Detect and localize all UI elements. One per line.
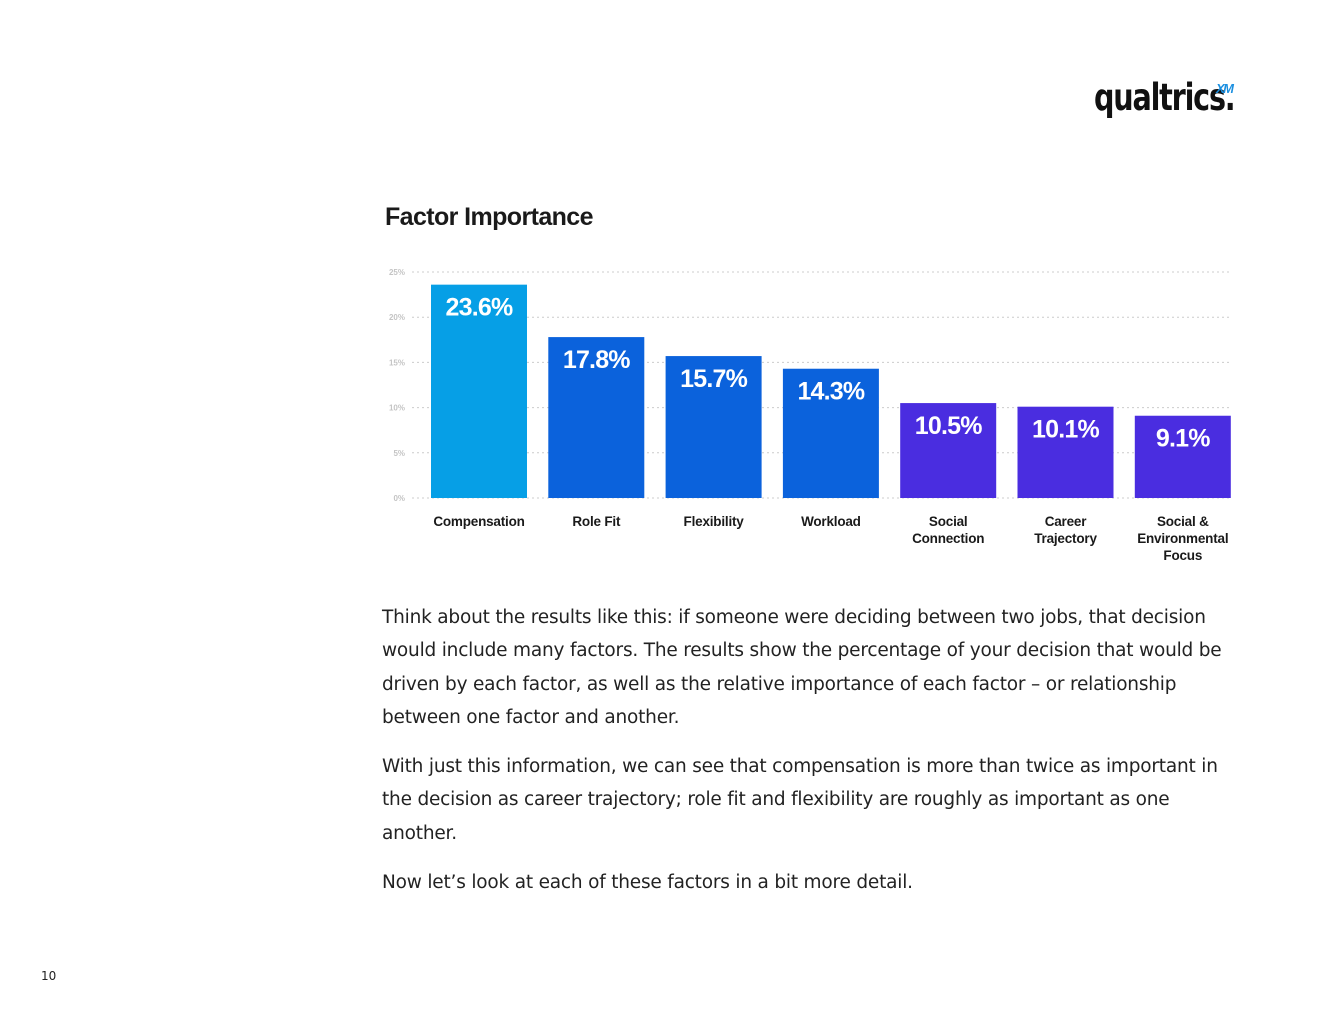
y-tick-label: 5%: [393, 449, 405, 458]
category-label: Connection: [912, 531, 984, 546]
body-paragraph-1: Think about the results like this: if so…: [382, 607, 1222, 728]
y-tick-label: 0%: [393, 494, 405, 503]
bar-value-label: 10.5%: [915, 412, 982, 440]
bar: [782, 368, 879, 498]
bar: [1134, 415, 1231, 498]
bar-value-label: 10.1%: [1032, 416, 1099, 444]
logo-wordmark: qualtrics.: [1094, 76, 1236, 119]
bar: [431, 284, 527, 498]
body-text: Think about the results like this: if so…: [382, 601, 1232, 915]
bar-value-label: 9.1%: [1156, 425, 1210, 453]
category-label: Career: [1045, 514, 1088, 529]
bar-value-label: 17.8%: [563, 346, 630, 374]
body-paragraph-3: Now let’s look at each of these factors …: [382, 872, 913, 894]
bar-value-label: 15.7%: [680, 365, 747, 393]
category-label: Trajectory: [1034, 531, 1097, 546]
page-number: 10: [41, 969, 57, 983]
chart-title: Factor Importance: [385, 203, 594, 231]
chart-labels: 0% 5% 10% 15% 20% 25% 23.6% Compensation 17.8% Ro…: [389, 268, 1229, 563]
chart-bars: [431, 284, 1231, 498]
body-paragraph-2: With just this information, we can see t…: [382, 756, 1218, 844]
logo-xm-mark: XM: [1216, 81, 1234, 96]
y-tick-label: 10%: [389, 404, 405, 413]
category-label: Role Fit: [572, 514, 621, 529]
qualtrics-logo: qualtrics. XM: [1094, 76, 1254, 128]
category-label: Focus: [1163, 548, 1202, 563]
category-label: Environmental: [1137, 531, 1228, 546]
bar: [548, 337, 645, 498]
y-tick-label: 20%: [389, 313, 405, 322]
category-label: Social: [929, 514, 968, 529]
category-label: Flexibility: [684, 514, 745, 529]
factor-importance-chart: 0% 5% 10% 15% 20% 25% 23.6% Compensation 17.8% Ro…: [389, 268, 1231, 563]
bar: [900, 403, 997, 498]
category-label: Compensation: [433, 514, 524, 529]
y-tick-label: 15%: [389, 358, 405, 367]
bar: [1017, 406, 1114, 498]
category-label: Workload: [801, 514, 861, 529]
bar-value-label: 23.6%: [446, 294, 513, 322]
bar-value-label: 14.3%: [797, 378, 864, 406]
bar: [665, 356, 762, 498]
category-label: Social &: [1157, 514, 1209, 529]
y-tick-label: 25%: [389, 268, 405, 277]
